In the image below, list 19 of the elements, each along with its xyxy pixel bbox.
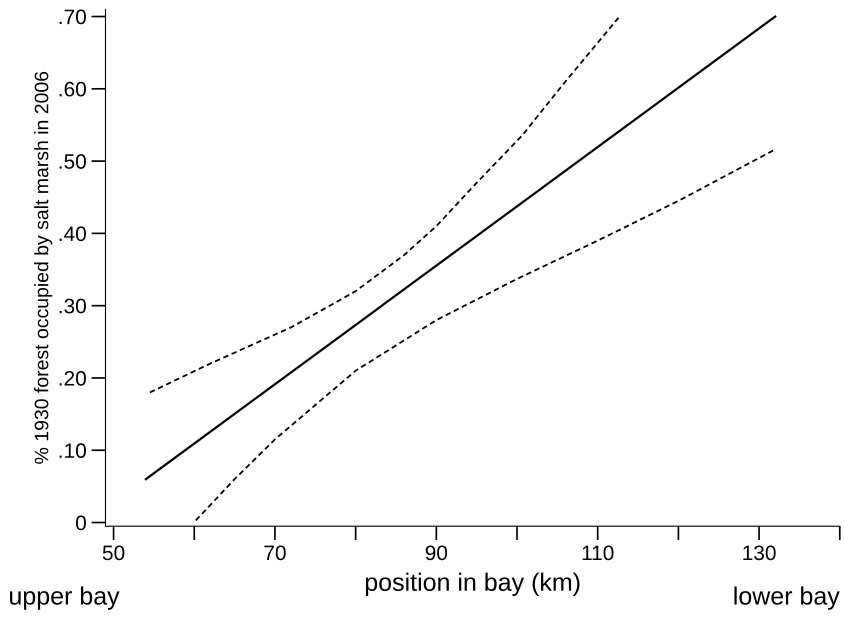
y-tick-label: .70	[60, 10, 86, 24]
y-tick-label: 0	[76, 516, 86, 530]
y-tick-label: .40	[60, 226, 86, 242]
x-axis-title: position in bay (km)	[366, 572, 580, 596]
y-axis-title: % 1930 forest occupied by salt marsh in 2006	[34, 72, 52, 464]
x-tick-label: 90	[426, 545, 448, 560]
y-tick-label: .60	[60, 82, 86, 97]
line-series	[148, 16, 620, 394]
x-tick-label: 70	[264, 545, 286, 560]
line-series	[194, 149, 775, 522]
y-tick-label: .10	[60, 443, 86, 458]
x-tick-label: 110	[582, 545, 614, 560]
y-tick-label: .20	[60, 370, 86, 386]
text: upper bay	[10, 586, 120, 610]
x-tick-label: 130	[743, 545, 776, 560]
y-tick-label: .30	[60, 298, 86, 314]
text: lower bay	[734, 586, 840, 610]
y-tick-label: .50	[60, 154, 86, 169]
x-tick-label: 50	[102, 545, 124, 560]
